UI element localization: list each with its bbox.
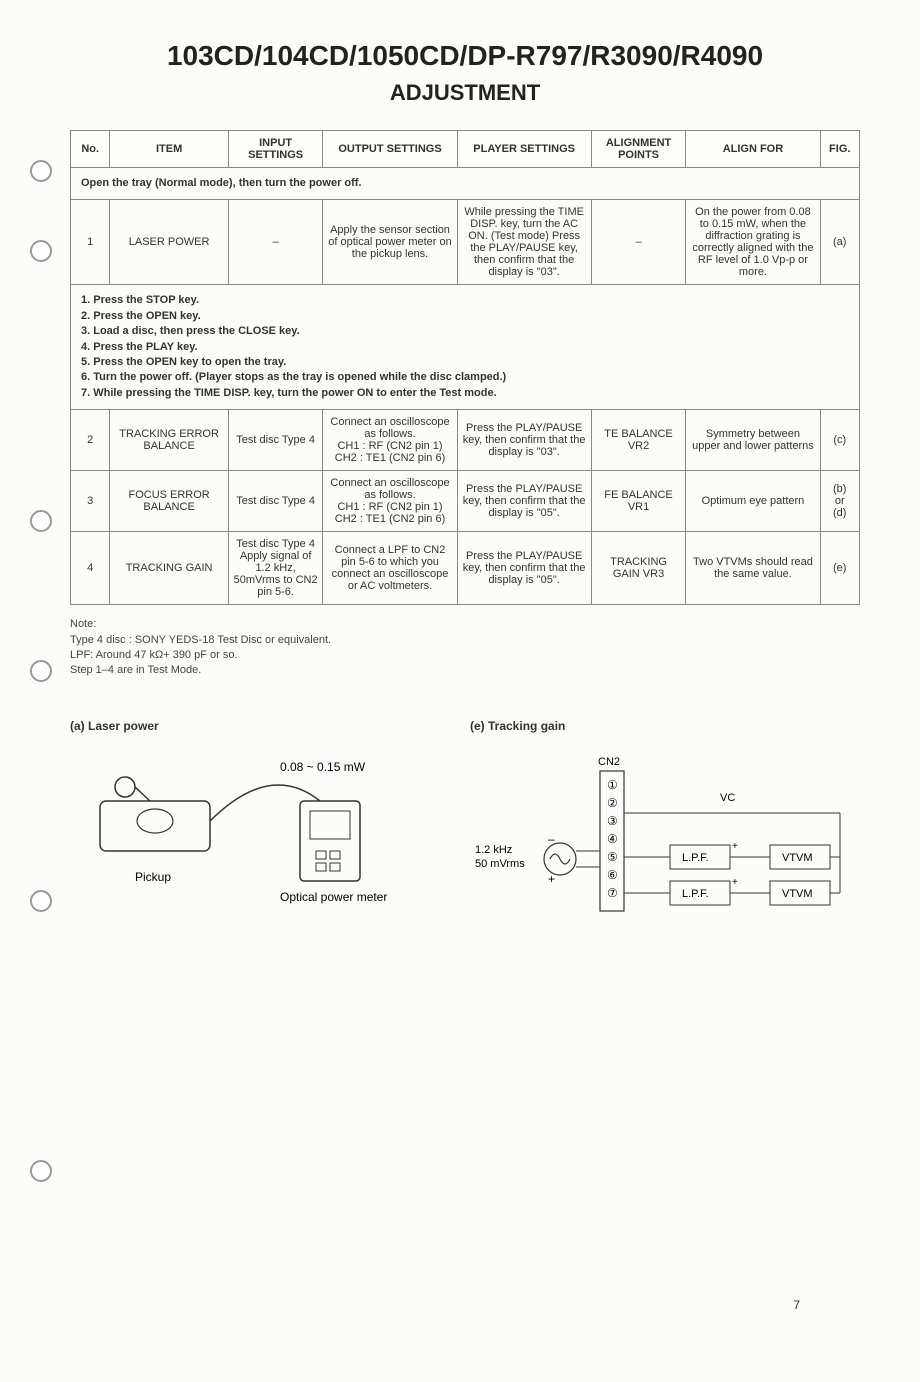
cell-fig: (c) (820, 410, 860, 471)
instruction-line: 7. While pressing the TIME DISP. key, tu… (81, 386, 849, 401)
figure-e-title: (e) Tracking gain (470, 719, 870, 733)
cell-input: Test disc Type 4 (228, 471, 323, 532)
instruction-line: 6. Turn the power off. (Player stops as … (81, 370, 849, 385)
col-output: OUTPUT SETTINGS (323, 131, 457, 168)
svg-text:–: – (548, 832, 555, 846)
figure-e-diagram: CN2 ① ② ③ ④ ⑤ ⑥ ⑦ – + 1.2 kHz50 mVrms VC… (470, 751, 870, 931)
cell-item: TRACKING ERROR BALANCE (110, 410, 228, 471)
svg-text:+: + (732, 841, 738, 852)
cell-points: – (591, 200, 686, 285)
instruction-line: 3. Load a disc, then press the CLOSE key… (81, 324, 849, 339)
cell-no: 2 (71, 410, 110, 471)
col-input: INPUT SETTINGS (228, 131, 323, 168)
table-row: 1 LASER POWER – Apply the sensor section… (71, 200, 860, 285)
instruction-line: 5. Press the OPEN key to open the tray. (81, 355, 849, 370)
table-row: 2 TRACKING ERROR BALANCE Test disc Type … (71, 410, 860, 471)
instruction-row-1: Open the tray (Normal mode), then turn t… (71, 168, 860, 200)
col-points: ALIGNMENT POINTS (591, 131, 686, 168)
pin-4: ④ (607, 832, 618, 846)
cell-input: – (228, 200, 323, 285)
cell-output: Apply the sensor section of optical powe… (323, 200, 457, 285)
svg-text:+: + (548, 872, 555, 886)
pickup-label: Pickup (135, 870, 171, 884)
sig-label: 1.2 kHz50 mVrms (475, 844, 525, 870)
instruction-line: 1. Press the STOP key. (81, 293, 849, 308)
figure-a-diagram: 0.08 ~ 0.15 mW Pickup Optical power mete… (70, 751, 430, 931)
notes-line: LPF: Around 47 kΩ+ 390 pF or so. (70, 649, 238, 661)
col-no: No. (71, 131, 110, 168)
cell-for: Optimum eye pattern (686, 471, 820, 532)
pin-6: ⑥ (607, 868, 618, 882)
vtvm-label-1: VTVM (782, 852, 813, 864)
power-range-label: 0.08 ~ 0.15 mW (280, 760, 366, 774)
cell-input: Test disc Type 4 Apply signal of 1.2 kHz… (228, 532, 323, 605)
adjustment-table: No. ITEM INPUT SETTINGS OUTPUT SETTINGS … (70, 130, 860, 605)
cell-player: While pressing the TIME DISP. key, turn … (457, 200, 591, 285)
cell-points: TRACKING GAIN VR3 (591, 532, 686, 605)
notes-line: Step 1–4 are in Test Mode. (70, 664, 201, 676)
vc-label: VC (720, 792, 735, 804)
figure-a-title: (a) Laser power (70, 719, 430, 733)
model-title: 103CD/104CD/1050CD/DP-R797/R3090/R4090 (70, 40, 860, 72)
cell-for: Two VTVMs should read the same value. (686, 532, 820, 605)
pin-2: ② (607, 796, 618, 810)
cell-player: Press the PLAY/PAUSE key, then confirm t… (457, 532, 591, 605)
cell-item: TRACKING GAIN (110, 532, 228, 605)
cell-input: Test disc Type 4 (228, 410, 323, 471)
instruction-line: 4. Press the PLAY key. (81, 340, 849, 355)
instruction-line: 2. Press the OPEN key. (81, 309, 849, 324)
section-title: ADJUSTMENT (70, 80, 860, 106)
cell-for: Symmetry between upper and lower pattern… (686, 410, 820, 471)
table-row: 4 TRACKING GAIN Test disc Type 4 Apply s… (71, 532, 860, 605)
col-fig: FIG. (820, 131, 860, 168)
notes-block: Note: Type 4 disc : SONY YEDS-18 Test Di… (70, 617, 860, 679)
cell-points: TE BALANCE VR2 (591, 410, 686, 471)
lpf-label-2: L.P.F. (682, 888, 709, 900)
cell-fig: (e) (820, 532, 860, 605)
cell-points: FE BALANCE VR1 (591, 471, 686, 532)
cell-item: FOCUS ERROR BALANCE (110, 471, 228, 532)
lpf-label-1: L.P.F. (682, 852, 709, 864)
col-player: PLAYER SETTINGS (457, 131, 591, 168)
figure-e: (e) Tracking gain CN2 ① ② ③ ④ ⑤ ⑥ ⑦ – + … (470, 719, 870, 936)
pin-3: ③ (607, 814, 618, 828)
svg-text:+: + (732, 877, 738, 888)
cell-output: Connect an oscilloscope as follows. CH1 … (323, 471, 457, 532)
instruction-row-2: 1. Press the STOP key.2. Press the OPEN … (71, 285, 860, 410)
cn2-label: CN2 (598, 756, 620, 768)
figure-a: (a) Laser power 0.08 ~ 0.15 mW Pickup Op… (70, 719, 430, 936)
cell-fig: (b) or (d) (820, 471, 860, 532)
cell-no: 1 (71, 200, 110, 285)
col-for: ALIGN FOR (686, 131, 820, 168)
col-item: ITEM (110, 131, 228, 168)
cell-output: Connect a LPF to CN2 pin 5-6 to which yo… (323, 532, 457, 605)
cell-item: LASER POWER (110, 200, 228, 285)
pin-5: ⑤ (607, 850, 618, 864)
cell-player: Press the PLAY/PAUSE key, then confirm t… (457, 471, 591, 532)
table-row: 3 FOCUS ERROR BALANCE Test disc Type 4 C… (71, 471, 860, 532)
notes-line: Type 4 disc : SONY YEDS-18 Test Disc or … (70, 634, 331, 646)
page-number: 7 (793, 1298, 800, 1312)
pin-1: ① (607, 778, 618, 792)
cell-player: Press the PLAY/PAUSE key, then confirm t… (457, 410, 591, 471)
cell-for: On the power from 0.08 to 0.15 mW, when … (686, 200, 820, 285)
cell-no: 3 (71, 471, 110, 532)
cell-no: 4 (71, 532, 110, 605)
cell-fig: (a) (820, 200, 860, 285)
notes-head: Note: (70, 618, 96, 630)
meter-label: Optical power meter (280, 890, 387, 904)
vtvm-label-2: VTVM (782, 888, 813, 900)
cell-output: Connect an oscilloscope as follows. CH1 … (323, 410, 457, 471)
pin-7: ⑦ (607, 886, 618, 900)
